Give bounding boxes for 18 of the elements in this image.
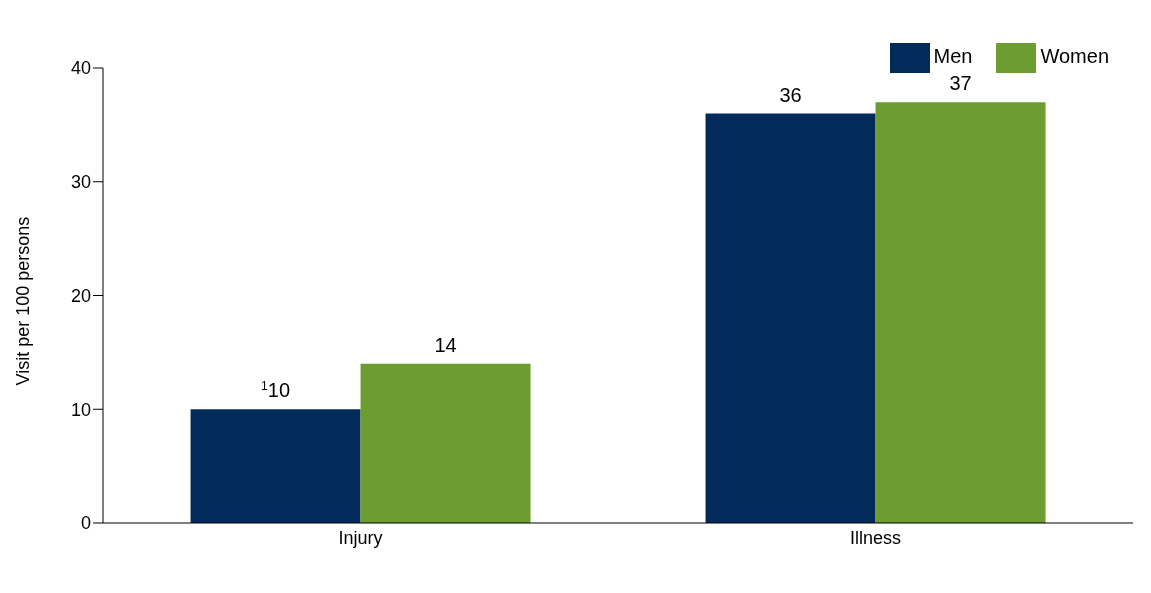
legend-label: Men	[933, 45, 973, 68]
y-tick-label: 30	[70, 172, 91, 193]
data-label: 14	[434, 333, 457, 356]
bar	[190, 409, 361, 523]
bar	[360, 363, 531, 523]
data-label: 37	[949, 72, 972, 95]
x-tick-label: Injury	[338, 527, 383, 548]
data-label: $^{1}$10	[261, 379, 291, 402]
y-tick-label: 20	[70, 285, 91, 306]
legend-label: Women	[1040, 45, 1109, 68]
data-label: 36	[779, 83, 802, 106]
x-tick-label: Illness	[849, 527, 902, 548]
bar	[875, 102, 1046, 523]
bar	[705, 113, 876, 523]
y-axis-title: Visit per 100 persons	[13, 216, 34, 386]
y-tick-label: 10	[70, 399, 91, 420]
y-tick-label: 40	[70, 58, 91, 79]
y-tick-label: 0	[80, 513, 91, 534]
